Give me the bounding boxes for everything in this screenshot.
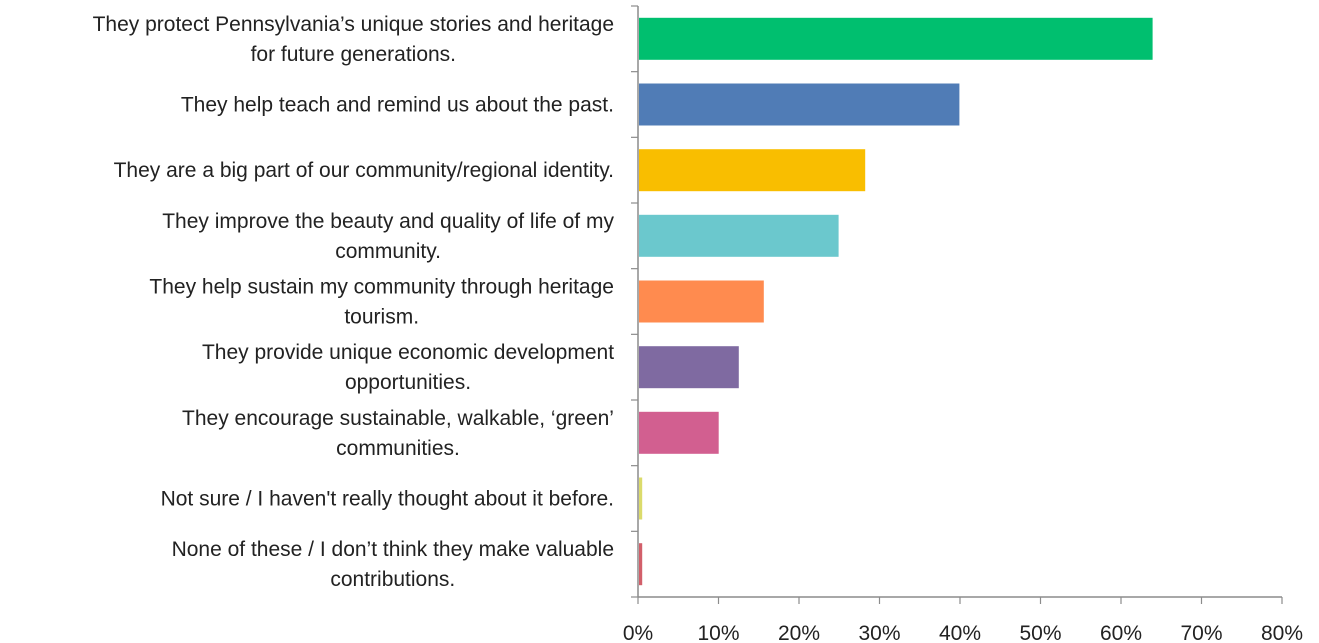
bar-1 bbox=[639, 17, 1153, 60]
x-tick-label: 80% bbox=[1261, 622, 1303, 643]
x-tick-label: 40% bbox=[939, 622, 981, 643]
x-tick-label: 50% bbox=[1019, 622, 1061, 643]
axes-group bbox=[631, 5, 1283, 604]
x-tick-label: 60% bbox=[1100, 622, 1142, 643]
bar-4 bbox=[639, 214, 839, 257]
bar-8 bbox=[639, 477, 643, 520]
category-label-8: Not sure / I haven't really thought abou… bbox=[161, 488, 614, 511]
bar-3 bbox=[639, 149, 866, 192]
category-label-5: They help sustain my community through h… bbox=[149, 276, 614, 329]
category-label-2: They help teach and remind us about the … bbox=[181, 94, 614, 117]
category-label-9: None of these / I don’t think they make … bbox=[172, 538, 614, 591]
x-tick-label: 10% bbox=[697, 622, 739, 643]
category-label-1: They protect Pennsylvania’s unique stori… bbox=[93, 13, 614, 66]
bar-2 bbox=[639, 83, 960, 126]
bar-7 bbox=[639, 411, 719, 454]
bar-5 bbox=[639, 280, 764, 323]
category-labels: They protect Pennsylvania’s unique stori… bbox=[93, 13, 615, 591]
x-tick-label: 70% bbox=[1180, 622, 1222, 643]
category-label-7: They encourage sustainable, walkable, ‘g… bbox=[182, 407, 614, 460]
category-label-6: They provide unique economic development… bbox=[202, 341, 614, 394]
x-tick-labels: 0% 10% 20% 30% 40% 50% 60% 70% 80% bbox=[623, 622, 1303, 643]
category-label-4: They improve the beauty and quality of l… bbox=[162, 210, 614, 263]
bar-9 bbox=[639, 543, 643, 586]
x-tick-label: 30% bbox=[858, 622, 900, 643]
x-tick-label: 0% bbox=[623, 622, 653, 643]
category-label-3: They are a big part of our community/reg… bbox=[114, 159, 614, 182]
bars-group bbox=[639, 17, 1153, 586]
bar-6 bbox=[639, 346, 739, 389]
x-tick-label: 20% bbox=[778, 622, 820, 643]
